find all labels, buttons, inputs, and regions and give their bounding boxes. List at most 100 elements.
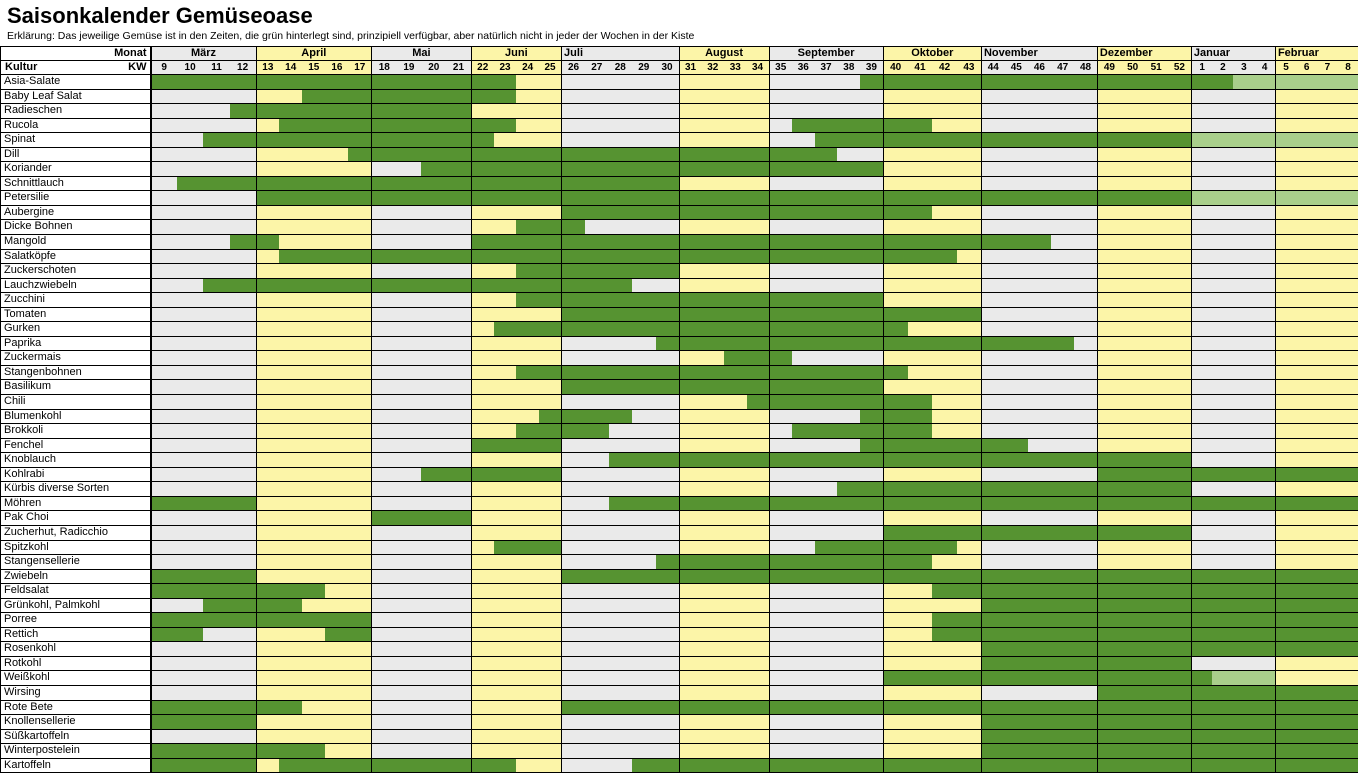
week-cell-37 <box>815 264 838 279</box>
week-cell-5 <box>1275 89 1296 104</box>
row-label: Stangenbohnen <box>1 365 151 380</box>
week-cell-48 <box>1074 191 1097 206</box>
week-cell-8 <box>1338 249 1358 264</box>
week-cell-11 <box>203 671 229 686</box>
week-cell-23 <box>494 584 517 599</box>
week-cell-35 <box>769 467 792 482</box>
week-cell-37 <box>815 715 838 730</box>
week-cell-7 <box>1317 525 1338 540</box>
week-cell-28 <box>609 642 633 657</box>
week-cell-23 <box>494 336 517 351</box>
week-cell-9 <box>151 75 177 90</box>
week-cell-3 <box>1233 307 1254 322</box>
week-cell-5 <box>1275 438 1296 453</box>
week-cell-42 <box>932 569 957 584</box>
week-cell-13 <box>256 409 279 424</box>
week-cell-45 <box>1005 336 1028 351</box>
week-cell-24 <box>516 496 539 511</box>
month-header-august: August <box>679 47 769 61</box>
week-cell-10 <box>177 729 203 744</box>
week-cell-42 <box>932 351 957 366</box>
week-cell-5 <box>1275 584 1296 599</box>
week-cell-46 <box>1028 235 1051 250</box>
week-cell-13 <box>256 453 279 468</box>
week-cell-29 <box>632 220 656 235</box>
week-cell-47 <box>1051 584 1074 599</box>
week-cell-33 <box>724 627 747 642</box>
week-cell-25 <box>539 511 562 526</box>
week-cell-26 <box>562 191 586 206</box>
week-cell-47 <box>1051 322 1074 337</box>
week-cell-17 <box>348 89 371 104</box>
crop-row: Feldsalat <box>1 584 1358 599</box>
week-cell-40 <box>883 729 908 744</box>
week-cell-35 <box>769 584 792 599</box>
week-cell-49 <box>1097 540 1121 555</box>
week-cell-17 <box>348 424 371 439</box>
week-cell-14 <box>279 715 302 730</box>
week-cell-50 <box>1121 249 1145 264</box>
week-cell-24 <box>516 598 539 613</box>
week-cell-1 <box>1191 118 1212 133</box>
week-cell-35 <box>769 685 792 700</box>
week-cell-51 <box>1144 569 1168 584</box>
week-cell-51 <box>1144 511 1168 526</box>
week-cell-52 <box>1168 511 1192 526</box>
week-cell-2 <box>1212 642 1233 657</box>
week-cell-44 <box>981 191 1004 206</box>
week-cell-21 <box>446 744 471 759</box>
week-cell-2 <box>1212 467 1233 482</box>
week-cell-37 <box>815 627 838 642</box>
week-cell-48 <box>1074 584 1097 599</box>
week-cell-36 <box>792 220 815 235</box>
week-cell-21 <box>446 307 471 322</box>
week-cell-16 <box>325 365 348 380</box>
week-cell-27 <box>585 453 609 468</box>
week-cell-42 <box>932 540 957 555</box>
week-cell-37 <box>815 438 838 453</box>
week-cell-4 <box>1254 438 1275 453</box>
week-cell-23 <box>494 758 517 773</box>
week-cell-44 <box>981 336 1004 351</box>
week-cell-41 <box>908 438 933 453</box>
week-cell-29 <box>632 467 656 482</box>
week-cell-1 <box>1191 89 1212 104</box>
week-cell-31 <box>679 758 702 773</box>
week-cell-44 <box>981 758 1004 773</box>
week-cell-39 <box>860 671 883 686</box>
week-cell-18 <box>372 438 397 453</box>
week-cell-35 <box>769 191 792 206</box>
week-cell-52 <box>1168 75 1192 90</box>
week-cell-27 <box>585 293 609 308</box>
week-cell-37 <box>815 365 838 380</box>
week-cell-6 <box>1296 220 1317 235</box>
week-cell-19 <box>396 424 421 439</box>
week-cell-21 <box>446 336 471 351</box>
week-cell-36 <box>792 758 815 773</box>
week-cell-44 <box>981 147 1004 162</box>
week-cell-45 <box>1005 264 1028 279</box>
week-cell-45 <box>1005 685 1028 700</box>
week-cell-33 <box>724 351 747 366</box>
week-cell-34 <box>747 89 770 104</box>
week-cell-50 <box>1121 569 1145 584</box>
week-cell-51 <box>1144 584 1168 599</box>
week-cell-1 <box>1191 525 1212 540</box>
row-label: Baby Leaf Salat <box>1 89 151 104</box>
week-cell-13 <box>256 75 279 90</box>
week-cell-3 <box>1233 598 1254 613</box>
week-cell-16 <box>325 642 348 657</box>
week-cell-14 <box>279 642 302 657</box>
crop-row: Porree <box>1 613 1358 628</box>
week-cell-35 <box>769 613 792 628</box>
week-cell-52 <box>1168 264 1192 279</box>
week-cell-10 <box>177 380 203 395</box>
week-cell-11 <box>203 555 229 570</box>
crop-row: Spitzkohl <box>1 540 1358 555</box>
week-cell-45 <box>1005 409 1028 424</box>
month-header-juli: Juli <box>562 47 680 61</box>
week-cell-33 <box>724 496 747 511</box>
week-cell-44 <box>981 380 1004 395</box>
week-cell-4 <box>1254 729 1275 744</box>
week-cell-11 <box>203 162 229 177</box>
